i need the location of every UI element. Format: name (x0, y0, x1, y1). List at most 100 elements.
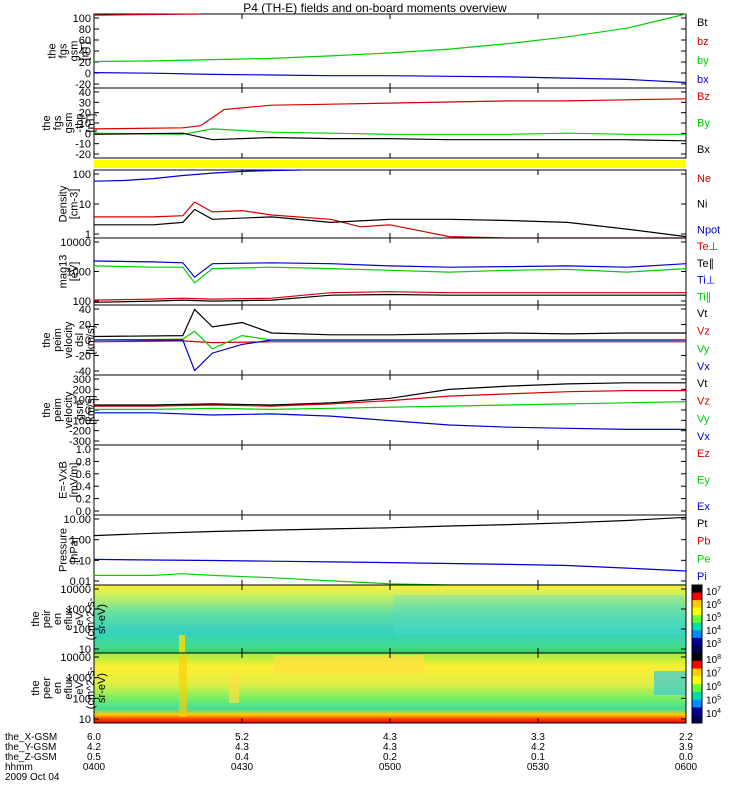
colorbar-label: 107 (706, 668, 721, 680)
footer-value: 0400 (83, 762, 106, 773)
footer-value: 0600 (675, 762, 698, 773)
colorbar-label: 107 (706, 586, 721, 598)
y-tick-label: 0.0 (76, 506, 91, 518)
y-tick-label: -10 (75, 139, 91, 151)
legend-entry: Vt (697, 308, 707, 320)
y-tick-label: 20 (79, 320, 91, 332)
y-axis-label: [km/s] (85, 395, 97, 424)
y-axis-label: velocity (63, 391, 75, 428)
y-tick-label: 10000 (60, 237, 91, 249)
footer-value: 0.0 (679, 752, 693, 763)
y-tick-label: -20 (75, 149, 91, 161)
series-line-Vx (94, 339, 686, 372)
y-tick-label: 40 (79, 46, 91, 58)
colorbar-segment (692, 600, 702, 609)
legend-entry: Pb (697, 536, 710, 548)
legend-entry: Ni (697, 199, 707, 211)
footer-value: 0430 (231, 762, 254, 773)
y-tick-label: 10000 (60, 652, 91, 664)
panel-frame (93, 514, 687, 586)
series-line-Npot (93, 169, 302, 182)
y-tick-label: -300 (69, 436, 91, 448)
y-tick-label: 1000 (67, 267, 91, 279)
colorbar-segment (692, 660, 702, 670)
y-tick-label: 30 (79, 97, 91, 109)
y-axis-label: -tbp (74, 114, 86, 133)
series-line-Vx (94, 412, 686, 430)
legend-entry: Ez (697, 448, 710, 460)
heatmap-patch (274, 655, 424, 673)
legend-entry: Te∥ (697, 258, 714, 270)
legend-entry: bx (697, 74, 709, 86)
footer-row-label: the_Z-GSM (5, 752, 57, 763)
colorbar-segment (692, 615, 702, 624)
y-axis-label: sr-eV) (96, 604, 108, 634)
y-tick-label: 0.8 (76, 456, 91, 468)
y-tick-label: 80 (79, 24, 91, 36)
footer-row-label: hhmm (5, 762, 33, 773)
panel-7: 1.00.80.60.40.20.0 E=-VxB [mV/m] Ez Ey Ex (58, 444, 711, 518)
y-tick-label: 300 (73, 374, 91, 386)
series-line-By (93, 128, 686, 135)
y-axis-label: the (41, 332, 53, 347)
colorbar-segment (692, 684, 702, 693)
series-line-Ni (94, 208, 687, 238)
y-axis-label: mag13 (58, 255, 70, 289)
series-line-Pi (93, 558, 687, 572)
y-tick-label: 100 (73, 296, 91, 308)
y-axis-label: the (41, 115, 53, 130)
footer-value: 3.9 (679, 742, 693, 753)
colorbar-frame (691, 652, 703, 724)
colorbar-segment (692, 707, 702, 716)
y-axis-label: (cm^2-s- (85, 597, 97, 640)
footer-value: 4.2 (87, 742, 101, 753)
y-axis-label: eV (74, 612, 86, 626)
panel-5: 40 20 0 -20 -40 the peim velocity dsl [km/s] Vt Vz V… (41, 304, 710, 378)
legend-entry: bz (697, 36, 709, 48)
legend-entry: Npot (697, 224, 720, 236)
y-tick-label: 1000 (67, 673, 91, 685)
heatmap-spike (179, 635, 185, 653)
heatmap-spike (229, 673, 239, 703)
y-tick-label: 200 (73, 384, 91, 396)
y-axis-label: [km/s] (85, 325, 97, 354)
legend-entry: Bz (697, 91, 710, 103)
footer-value: 5.2 (235, 732, 249, 743)
y-tick-label: -20 (75, 351, 91, 363)
y-axis-label: the (30, 611, 42, 626)
legend-entry: By (697, 118, 710, 130)
y-axis-label: en (52, 682, 64, 694)
y-axis-label: eV (74, 681, 86, 695)
y-axis-label: the (41, 402, 53, 417)
y-axis-label: peim (52, 398, 64, 422)
colorbar-segment (692, 592, 702, 601)
y-tick-label: -200 (69, 426, 91, 438)
footer-value: 0.4 (235, 752, 249, 763)
series-line-Vz (93, 340, 686, 344)
colorbar-label: 104 (706, 708, 721, 720)
colorbar-label: 105 (706, 695, 721, 707)
figure-title: P4 (TH-E) fields and on-board moments ov… (243, 1, 507, 15)
y-tick-label: 40 (79, 304, 91, 316)
colorbar-segment (692, 715, 702, 724)
y-tick-label: 100 (73, 13, 91, 25)
y-tick-label: -40 (75, 366, 91, 378)
legend-entry: Ti∥ (697, 291, 711, 303)
colorbar-label: 106 (706, 599, 721, 611)
y-axis-label: peir (41, 609, 53, 628)
footer-value: 4.3 (383, 742, 397, 753)
series-line-Bx (93, 132, 687, 142)
series-line-by (93, 13, 687, 63)
legend-entry: Vx (697, 431, 710, 443)
colorbar-label: 106 (706, 681, 721, 693)
heatmap-spike (179, 655, 187, 717)
colorbar-label: 105 (706, 612, 721, 624)
footer-row-label: the_Y-GSM (5, 742, 56, 753)
y-tick-label: 0.2 (76, 494, 91, 506)
legend-entry: Ti⊥ (697, 275, 715, 287)
y-axis-label: [nPa] (69, 537, 81, 563)
